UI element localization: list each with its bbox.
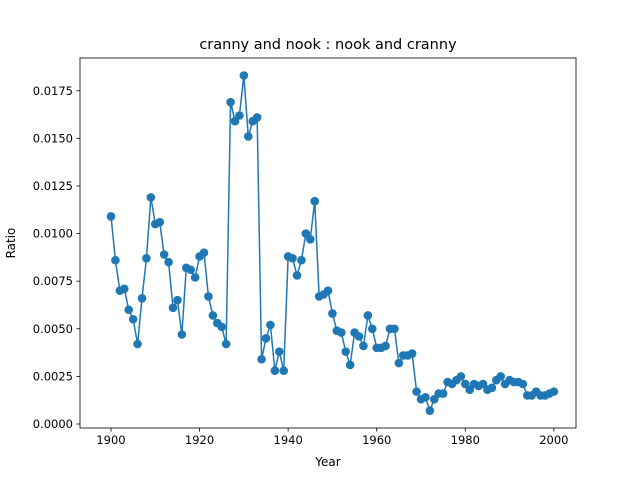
data-point xyxy=(168,303,178,313)
data-point xyxy=(243,132,253,141)
data-point xyxy=(142,254,151,263)
y-tick-label: 0.0000 xyxy=(33,417,73,431)
data-point xyxy=(438,389,448,398)
data-point xyxy=(119,284,129,294)
data-point xyxy=(257,354,266,364)
data-point xyxy=(288,254,297,263)
x-tick-label: 1940 xyxy=(274,433,303,447)
data-point xyxy=(549,387,559,396)
data-point xyxy=(204,292,213,301)
data-point xyxy=(425,406,435,415)
data-point xyxy=(190,273,200,282)
x-tick-label: 1920 xyxy=(185,433,214,447)
data-point xyxy=(239,71,249,80)
data-point xyxy=(270,366,280,375)
data-point xyxy=(421,393,430,402)
data-point xyxy=(217,322,227,332)
plot-area xyxy=(106,71,559,415)
data-point xyxy=(390,324,399,334)
data-point xyxy=(487,383,497,393)
data-point xyxy=(341,347,351,356)
x-tick-label: 1980 xyxy=(451,433,480,447)
y-tick-label: 0.0125 xyxy=(33,179,73,193)
data-point xyxy=(363,311,373,320)
data-point xyxy=(128,314,138,324)
data-point xyxy=(106,212,116,221)
data-point xyxy=(456,372,466,381)
data-point xyxy=(274,347,284,356)
data-point xyxy=(177,330,187,339)
y-tick-label: 0.0050 xyxy=(33,322,73,336)
data-point xyxy=(164,257,173,267)
data-point xyxy=(394,358,404,368)
data-point xyxy=(221,339,231,349)
data-point xyxy=(297,255,306,265)
data-point xyxy=(261,334,271,343)
data-point xyxy=(407,349,417,358)
data-point xyxy=(518,379,528,389)
data-point xyxy=(359,341,368,351)
y-tick-label: 0.0100 xyxy=(33,227,73,241)
data-point xyxy=(137,294,147,303)
data-point xyxy=(235,111,244,120)
data-point xyxy=(412,387,421,396)
y-tick-label: 0.0025 xyxy=(33,369,73,383)
x-tick-label: 2000 xyxy=(539,433,568,447)
data-point xyxy=(133,339,142,349)
data-point xyxy=(146,193,156,202)
data-point xyxy=(111,255,120,265)
axes-frame xyxy=(79,57,577,429)
data-point xyxy=(367,324,377,334)
y-tick-label: 0.0150 xyxy=(33,131,73,145)
data-point xyxy=(208,311,218,320)
data-point xyxy=(266,320,275,330)
data-point xyxy=(496,372,506,381)
y-tick-label: 0.0075 xyxy=(33,274,73,288)
data-point xyxy=(323,286,333,296)
data-point xyxy=(155,217,165,227)
data-point xyxy=(279,366,289,375)
data-point xyxy=(305,234,315,244)
y-axis-label: Ratio xyxy=(4,228,18,259)
data-point xyxy=(173,295,182,305)
data-point xyxy=(292,271,302,280)
data-point xyxy=(252,113,262,122)
data-point xyxy=(159,250,169,259)
data-point xyxy=(328,309,337,318)
chart-title: cranny and nook : nook and cranny xyxy=(199,37,457,53)
y-tick-label: 0.0175 xyxy=(33,84,73,98)
data-point xyxy=(226,97,235,107)
x-tick-label: 1960 xyxy=(362,433,391,447)
data-point xyxy=(199,248,209,257)
data-point xyxy=(345,360,355,370)
data-point xyxy=(124,305,134,315)
x-axis-label: Year xyxy=(314,455,340,469)
y-axis: 0.0000 0.0025 0.0050 0.0075 0.0100 0.0125 0.01… xyxy=(33,84,80,431)
x-tick-label: 1900 xyxy=(96,433,125,447)
data-point xyxy=(336,328,346,337)
x-axis: 1900 1920 1940 1960 1980 2000 xyxy=(96,428,568,447)
data-point xyxy=(381,341,390,351)
data-point xyxy=(186,265,196,275)
data-point xyxy=(354,332,364,341)
data-point xyxy=(310,196,320,206)
